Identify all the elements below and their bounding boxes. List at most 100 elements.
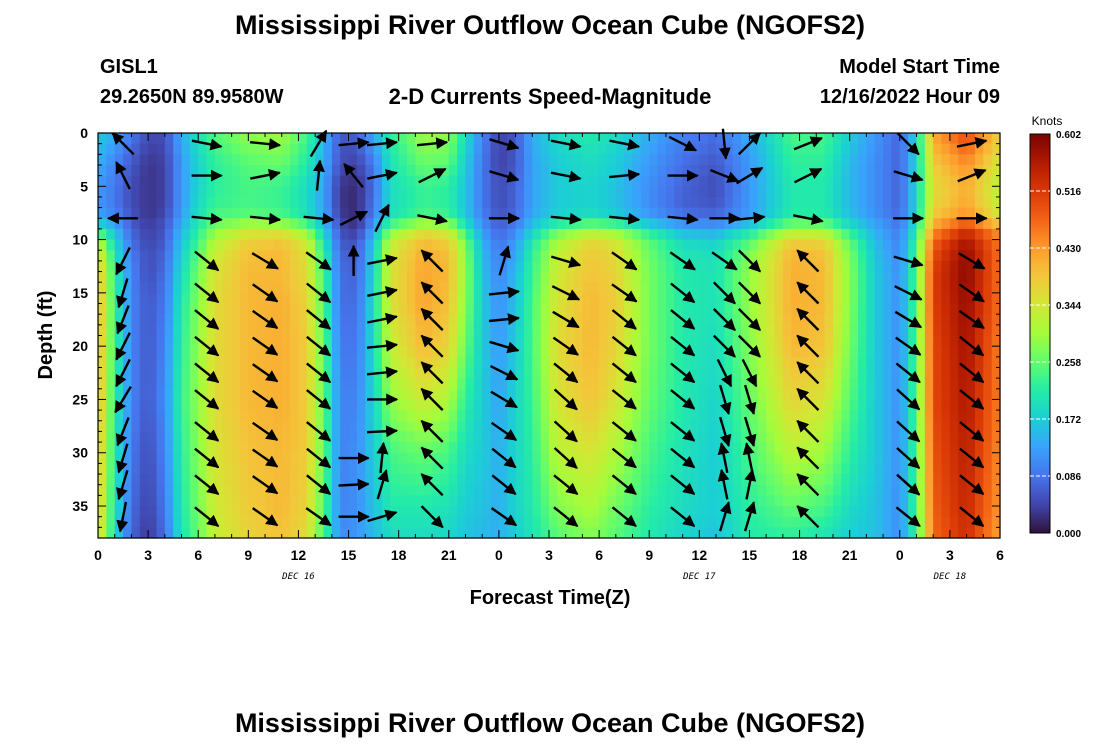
heatmap-cell [231, 196, 241, 209]
heatmap-cell [849, 452, 859, 464]
heatmap-cell [156, 452, 166, 464]
heatmap-cell [106, 196, 116, 209]
heatmap-cell [131, 420, 141, 433]
heatmap-cell [164, 484, 174, 496]
heatmap-cell [173, 388, 183, 401]
heatmap-cell [407, 335, 416, 347]
heatmap-cell [390, 516, 400, 528]
heatmap-cell [849, 388, 859, 401]
heatmap-cell [164, 239, 174, 251]
heatmap-cell [716, 388, 725, 401]
heatmap-cell [741, 228, 751, 241]
heatmap-cell [381, 356, 391, 369]
heatmap-cell [131, 367, 141, 379]
heatmap-cell [223, 196, 233, 209]
heatmap-cell [148, 484, 158, 496]
heatmap-cell [974, 506, 984, 518]
heatmap-cell [599, 399, 609, 411]
heatmap-cell [824, 420, 834, 433]
heatmap-cell [106, 228, 116, 241]
heatmap-cell [866, 154, 876, 166]
heatmap-cell [782, 260, 792, 273]
heatmap-cell [665, 239, 675, 251]
heatmap-cell [908, 420, 918, 433]
heatmap-cell [290, 527, 300, 539]
heatmap-cell [381, 516, 391, 528]
heatmap-cell [832, 367, 842, 379]
heatmap-cell [640, 133, 650, 145]
heatmap-cell [265, 356, 274, 369]
heatmap-cell [390, 271, 400, 283]
heatmap-cell [189, 207, 199, 219]
heatmap-cell [615, 239, 625, 251]
heatmap-cell [983, 314, 993, 326]
heatmap-cell [782, 239, 792, 251]
heatmap-cell [164, 282, 174, 294]
heatmap-cell [440, 463, 450, 475]
heatmap-cell [415, 410, 425, 422]
heatmap-cell [841, 506, 851, 518]
heatmap-cell [448, 271, 458, 283]
heatmap-cell [131, 388, 141, 401]
colorbar-tick-label: 0.516 [1056, 187, 1081, 198]
heatmap-cell [465, 527, 475, 539]
heatmap-cell [757, 239, 767, 251]
heatmap-cell [899, 506, 909, 518]
heatmap-cell [858, 239, 867, 251]
heatmap-cell [632, 452, 642, 464]
heatmap-cell [181, 516, 191, 528]
heatmap-cell [356, 420, 366, 433]
heatmap-cell [348, 314, 358, 326]
heatmap-cell [574, 367, 584, 379]
heatmap-cell [198, 196, 208, 209]
heatmap-cell [306, 484, 316, 496]
heatmap-cell [849, 239, 859, 251]
heatmap-cell [657, 292, 667, 305]
heatmap-cell [866, 399, 876, 411]
heatmap-cell [139, 196, 149, 209]
heatmap-cell [549, 367, 558, 379]
heatmap-cell [607, 143, 617, 155]
heatmap-cell [164, 324, 174, 337]
heatmap-cell [223, 484, 233, 496]
heatmap-cell [824, 356, 834, 369]
heatmap-cell [949, 324, 959, 337]
heatmap-cell [682, 186, 692, 198]
heatmap-cell [390, 260, 400, 273]
heatmap-cell [381, 463, 391, 475]
heatmap-cell [891, 143, 901, 155]
heatmap-cell [532, 175, 542, 187]
heatmap-cell [782, 164, 792, 177]
heatmap-cell [273, 356, 283, 369]
heatmap-cell [156, 239, 166, 251]
heatmap-cell [883, 186, 893, 198]
heatmap-cell [774, 516, 784, 528]
heatmap-cell [273, 196, 283, 209]
heatmap-cell [114, 335, 124, 347]
heatmap-cell [315, 356, 325, 369]
heatmap-cell [582, 495, 592, 507]
heatmap-cell [941, 314, 951, 326]
heatmap-cell [248, 442, 258, 454]
heatmap-cell [916, 143, 926, 155]
heatmap-cell [523, 388, 533, 401]
heatmap-cell [707, 228, 717, 241]
heatmap-cell [490, 346, 500, 358]
current-vector [743, 384, 757, 415]
heatmap-cell [732, 239, 742, 251]
heatmap-cell [373, 495, 383, 507]
heatmap-cell [98, 154, 107, 166]
heatmap-cell [774, 474, 784, 486]
heatmap-cell [290, 388, 300, 401]
heatmap-cell [724, 527, 734, 539]
heatmap-cell [331, 196, 341, 209]
heatmap-cell [265, 175, 274, 187]
heatmap-cell [807, 463, 817, 475]
heatmap-cell [991, 175, 1001, 187]
heatmap-cell [707, 399, 717, 411]
heatmap-cell [448, 356, 458, 369]
heatmap-cell [381, 186, 391, 198]
heatmap-cell [983, 527, 993, 539]
heatmap-cell [983, 378, 993, 390]
heatmap-cell [139, 133, 149, 145]
